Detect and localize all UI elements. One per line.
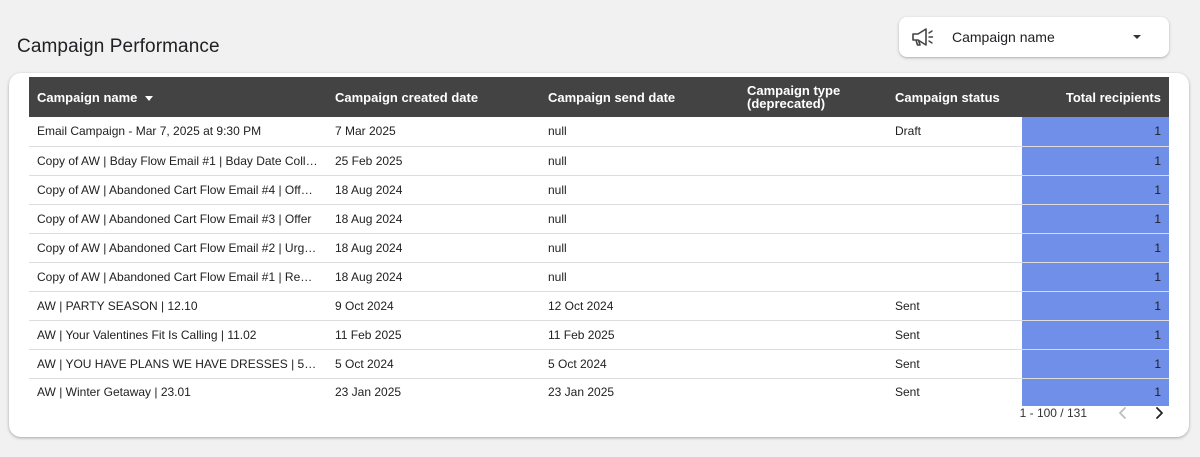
cell-send-date: 5 Oct 2024 [548, 356, 607, 371]
table-header-row: Campaign name Campaign created date Camp… [29, 77, 1169, 117]
cell-campaign-status [887, 175, 1022, 204]
cell-campaign-status: Sent [895, 327, 920, 342]
cell-campaign-type [739, 262, 887, 291]
campaign-table: Campaign name Campaign created date Camp… [29, 77, 1169, 406]
cell-campaign-type [739, 175, 887, 204]
cell-total-recipients: 1 [1022, 204, 1169, 233]
cell-campaign-status [887, 146, 1022, 175]
cell-campaign-status: Sent [895, 385, 920, 400]
cell-total-recipients: 1 [1022, 175, 1169, 204]
column-header-created-date[interactable]: Campaign created date [335, 89, 479, 105]
cell-campaign-name: Copy of AW | Abandoned Cart Flow Email #… [37, 240, 327, 255]
column-header-send-date[interactable]: Campaign send date [548, 89, 676, 105]
cell-send-date: 12 Oct 2024 [548, 298, 614, 313]
cell-campaign-name: Copy of AW | Abandoned Cart Flow Email #… [37, 211, 312, 226]
cell-campaign-type [739, 291, 887, 320]
cell-send-date: null [548, 124, 567, 139]
cell-campaign-name: AW | YOU HAVE PLANS WE HAVE DRESSES | 5.… [37, 356, 321, 371]
cell-created-date: 11 Feb 2025 [335, 327, 402, 342]
cell-total-recipients: 1 [1022, 320, 1169, 349]
table-row[interactable]: Email Campaign - Mar 7, 2025 at 9:30 PM … [29, 117, 1169, 146]
cell-total-recipients: 1 [1022, 262, 1169, 291]
cell-campaign-name: Copy of AW | Abandoned Cart Flow Email #… [37, 182, 327, 197]
cell-total-recipients: 1 [1022, 378, 1169, 406]
cell-total-recipients: 1 [1022, 349, 1169, 378]
cell-campaign-status: Draft [895, 124, 922, 139]
cell-send-date: null [548, 182, 567, 197]
cell-campaign-type [739, 378, 887, 406]
cell-created-date: 25 Feb 2025 [335, 153, 403, 168]
cell-total-recipients: 1 [1022, 291, 1169, 320]
cell-send-date: 11 Feb 2025 [548, 327, 615, 342]
cell-campaign-status: Sent [895, 356, 920, 371]
cell-created-date: 9 Oct 2024 [335, 298, 394, 313]
previous-page-button[interactable] [1113, 403, 1133, 423]
column-header-campaign-type[interactable]: Campaign type (deprecated) [747, 83, 841, 111]
cell-campaign-status [887, 233, 1022, 262]
page-title: Campaign Performance [17, 36, 220, 57]
filter-label: Campaign name [952, 29, 1055, 45]
cell-campaign-name: Copy of AW | Abandoned Cart Flow Email #… [37, 269, 327, 284]
cell-campaign-name: AW | Winter Getaway | 23.01 [37, 385, 191, 400]
cell-campaign-type [739, 349, 887, 378]
cell-send-date: 23 Jan 2025 [548, 385, 615, 400]
table-card: Campaign name Campaign created date Camp… [9, 73, 1189, 437]
cell-campaign-status: Sent [895, 298, 920, 313]
megaphone-icon [912, 28, 934, 46]
cell-campaign-status [887, 204, 1022, 233]
cell-created-date: 5 Oct 2024 [335, 356, 394, 371]
chevron-right-icon [1156, 407, 1163, 419]
table-row[interactable]: Copy of AW | Abandoned Cart Flow Email #… [29, 233, 1169, 262]
cell-campaign-type [739, 146, 887, 175]
column-header-campaign-name[interactable]: Campaign name [29, 77, 327, 117]
cell-campaign-type [739, 117, 887, 146]
cell-campaign-name: AW | PARTY SEASON | 12.10 [37, 298, 198, 313]
column-header-total-recipients[interactable]: Total recipients [1065, 89, 1161, 105]
cell-campaign-name: Copy of AW | Bday Flow Email #1 | Bday D… [37, 153, 327, 168]
cell-campaign-type [739, 233, 887, 262]
column-header-campaign-status[interactable]: Campaign status [895, 89, 1000, 105]
pagination-range: 1 - 100 / 131 [1019, 406, 1087, 420]
chevron-down-icon [1133, 35, 1141, 39]
cell-send-date: null [548, 240, 567, 255]
table-row[interactable]: AW | PARTY SEASON | 12.10 9 Oct 2024 12 … [29, 291, 1169, 320]
table-row[interactable]: Copy of AW | Bday Flow Email #1 | Bday D… [29, 146, 1169, 175]
cell-send-date: null [548, 211, 567, 226]
table-row[interactable]: Copy of AW | Abandoned Cart Flow Email #… [29, 204, 1169, 233]
cell-send-date: null [548, 153, 567, 168]
cell-created-date: 7 Mar 2025 [335, 124, 396, 139]
cell-created-date: 18 Aug 2024 [335, 182, 403, 197]
sort-desc-icon [145, 95, 154, 101]
cell-campaign-name: Email Campaign - Mar 7, 2025 at 9:30 PM [37, 124, 262, 139]
chevron-left-icon [1119, 407, 1126, 419]
cell-created-date: 18 Aug 2024 [335, 269, 403, 284]
cell-campaign-name: AW | Your Valentines Fit Is Calling | 11… [37, 327, 257, 342]
cell-send-date: null [548, 269, 567, 284]
cell-total-recipients: 1 [1022, 233, 1169, 262]
table-row[interactable]: Copy of AW | Abandoned Cart Flow Email #… [29, 262, 1169, 291]
pagination: 1 - 100 / 131 [1020, 403, 1169, 423]
cell-total-recipients: 1 [1022, 146, 1169, 175]
table-row[interactable]: AW | YOU HAVE PLANS WE HAVE DRESSES | 5.… [29, 349, 1169, 378]
table-row[interactable]: AW | Winter Getaway | 23.01 23 Jan 2025 … [29, 378, 1169, 406]
cell-campaign-type [739, 320, 887, 349]
cell-campaign-type [739, 204, 887, 233]
cell-total-recipients: 1 [1022, 117, 1169, 146]
next-page-button[interactable] [1149, 403, 1169, 423]
cell-campaign-status [887, 262, 1022, 291]
cell-created-date: 23 Jan 2025 [335, 385, 402, 400]
cell-created-date: 18 Aug 2024 [335, 211, 403, 226]
table-row[interactable]: AW | Your Valentines Fit Is Calling | 11… [29, 320, 1169, 349]
table-row[interactable]: Copy of AW | Abandoned Cart Flow Email #… [29, 175, 1169, 204]
campaign-name-filter[interactable]: Campaign name [899, 17, 1169, 57]
cell-created-date: 18 Aug 2024 [335, 240, 403, 255]
